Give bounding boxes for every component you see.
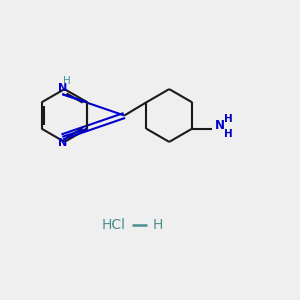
Text: HCl: HCl <box>102 218 126 232</box>
Text: H: H <box>224 129 233 139</box>
Text: H: H <box>224 114 233 124</box>
Text: H: H <box>152 218 163 232</box>
Text: N: N <box>58 138 67 148</box>
Text: N: N <box>58 83 67 93</box>
Text: H: H <box>63 76 70 85</box>
Text: N: N <box>215 119 225 132</box>
